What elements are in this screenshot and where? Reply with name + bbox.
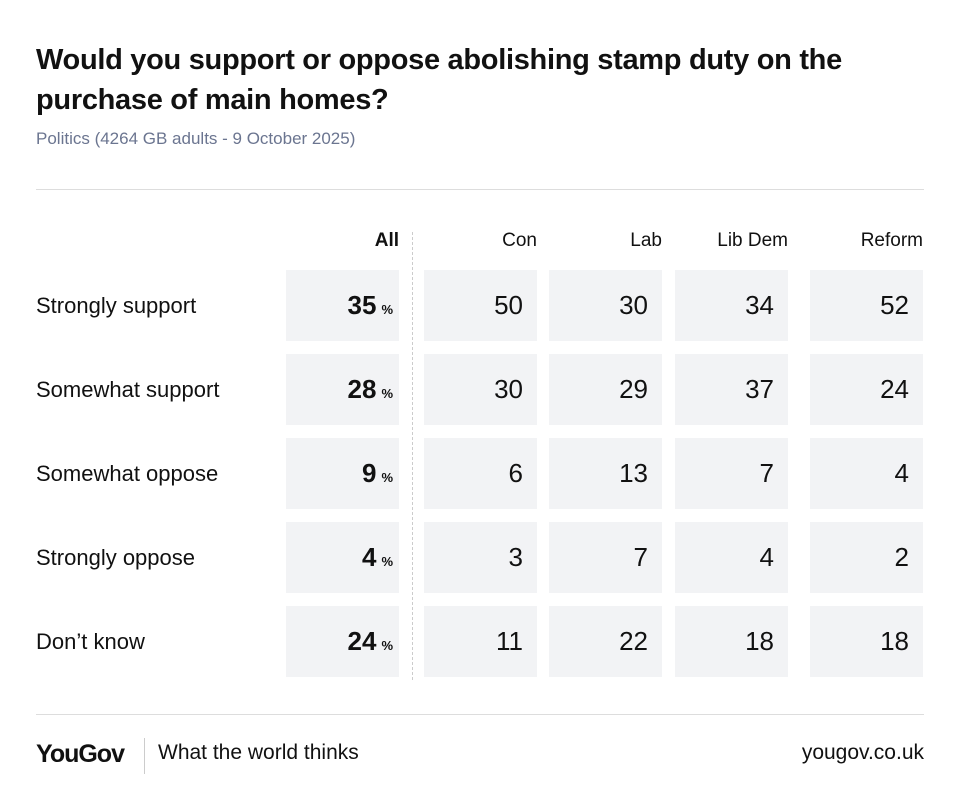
table-cell: 37 <box>675 354 788 425</box>
cell-value: 24 <box>880 374 909 404</box>
yougov-logo: YouGov <box>36 740 125 768</box>
footer-separator <box>144 738 145 774</box>
table-cell: 13 <box>549 438 662 509</box>
percent-sign: % <box>381 470 393 485</box>
column-header: Lib Dem <box>717 230 788 251</box>
chart-title: Would you support or oppose abolishing s… <box>36 44 842 116</box>
table-cell: 52 <box>810 270 923 341</box>
percent-sign: % <box>381 386 393 401</box>
table-cell: 29 <box>549 354 662 425</box>
row-label: Strongly oppose <box>36 545 195 570</box>
cell-all: 24% <box>286 606 399 677</box>
cell-value: 28 <box>347 374 377 404</box>
cell-value: 52 <box>880 290 909 320</box>
table-cell: 22 <box>549 606 662 677</box>
table-cell: 24 <box>810 354 923 425</box>
cell-value: 6 <box>508 458 523 488</box>
cell-value: 18 <box>880 626 909 656</box>
cell-value: 3 <box>508 542 523 572</box>
cell-value: 29 <box>619 374 648 404</box>
chart-subtitle: Politics (4264 GB adults - 9 October 202… <box>36 129 356 148</box>
table-cell: 3 <box>424 522 537 593</box>
cell-value: 4 <box>759 542 774 572</box>
table-cell: 7 <box>549 522 662 593</box>
tagline: What the world thinks <box>158 741 359 764</box>
cell-value: 35 <box>347 290 377 320</box>
table-cell: 6 <box>424 438 537 509</box>
cell-value: 2 <box>894 542 909 572</box>
percent-sign: % <box>381 554 393 569</box>
table-cell: 18 <box>810 606 923 677</box>
column-header: Con <box>502 230 537 251</box>
cell-value: 30 <box>494 374 523 404</box>
row-label: Somewhat support <box>36 377 220 402</box>
cell-value: 7 <box>759 458 774 488</box>
column-header: Lab <box>630 230 662 251</box>
table-cell: 50 <box>424 270 537 341</box>
cell-all: 4% <box>286 522 399 593</box>
table-cell: 7 <box>675 438 788 509</box>
table-cell: 11 <box>424 606 537 677</box>
all-column-divider <box>412 232 413 680</box>
cell-value: 4 <box>894 458 909 488</box>
cell-value: 18 <box>745 626 774 656</box>
row-label: Somewhat oppose <box>36 461 219 486</box>
table-cell: 4 <box>675 522 788 593</box>
cell-value: 34 <box>745 290 774 320</box>
cell-value: 13 <box>619 458 648 488</box>
row-label: Strongly support <box>36 293 197 318</box>
cell-all: 35% <box>286 270 399 341</box>
percent-sign: % <box>381 302 393 317</box>
table-cell: 2 <box>810 522 923 593</box>
site-link[interactable]: yougov.co.uk <box>801 741 924 764</box>
top-divider <box>36 189 924 190</box>
cell-value: 11 <box>496 626 523 656</box>
table-cell: 18 <box>675 606 788 677</box>
cell-all: 28% <box>286 354 399 425</box>
table-cell: 4 <box>810 438 923 509</box>
table-cell: 30 <box>424 354 537 425</box>
cell-value: 22 <box>619 626 648 656</box>
cell-value: 7 <box>633 542 648 572</box>
column-header: All <box>374 230 399 251</box>
column-header: Reform <box>860 230 923 251</box>
cell-value: 30 <box>619 290 648 320</box>
cell-value: 9 <box>361 458 377 488</box>
cell-value: 50 <box>494 290 523 320</box>
table-cell: 34 <box>675 270 788 341</box>
cell-value: 4 <box>361 542 377 572</box>
percent-sign: % <box>381 638 393 653</box>
cell-all: 9% <box>286 438 399 509</box>
cell-value: 37 <box>745 374 774 404</box>
table-cell: 30 <box>549 270 662 341</box>
bottom-divider <box>36 714 924 715</box>
cell-value: 24 <box>347 626 377 656</box>
row-label: Don’t know <box>36 629 145 654</box>
